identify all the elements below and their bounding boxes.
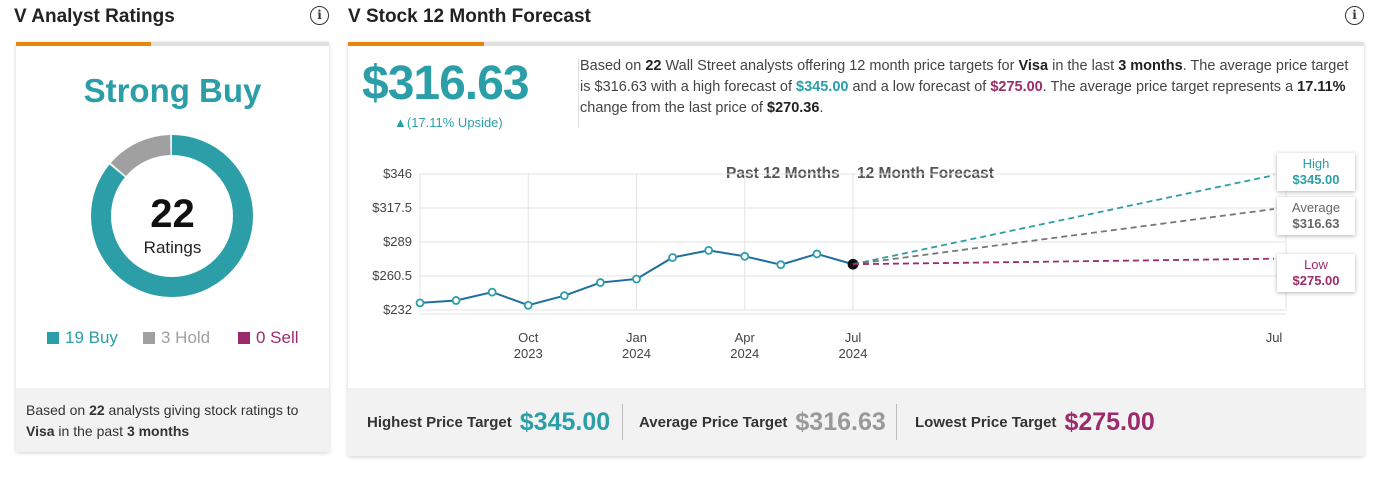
history-point bbox=[704, 245, 714, 255]
forecast-line-average bbox=[852, 208, 1275, 266]
stat-divider bbox=[896, 404, 897, 440]
info-icon[interactable]: i bbox=[1345, 6, 1364, 25]
donut-segment-buy bbox=[91, 135, 253, 297]
divider bbox=[578, 58, 579, 128]
highest-target-value: $345.00 bbox=[519, 407, 611, 436]
x-tick-year: 2023 bbox=[514, 346, 543, 361]
average-price-target: $316.63 bbox=[362, 57, 530, 110]
forecast-summary: Based on 22 Wall Street analysts offerin… bbox=[580, 58, 1349, 116]
card-accent bbox=[16, 42, 151, 46]
consensus-rating: Strong Buy bbox=[83, 72, 262, 109]
forecast-line-low bbox=[852, 257, 1275, 266]
footnote-company: Visa bbox=[26, 423, 55, 439]
footnote-text: analysts giving stock ratings to bbox=[104, 402, 299, 418]
lowest-target: Lowest Price Target $275.00 bbox=[915, 388, 1155, 456]
history-point bbox=[523, 300, 533, 310]
average-target-label: Average Price Target bbox=[639, 413, 788, 431]
low-callout-value: $275.00 bbox=[1292, 273, 1340, 288]
card-accent bbox=[348, 42, 484, 46]
history-point bbox=[740, 251, 750, 261]
history-point bbox=[776, 260, 786, 270]
analyst-ratings-card: Strong Buy 22 Ratings 19 Buy 3 Hold 0 Se… bbox=[16, 42, 329, 452]
low-callout: Low $275.00 bbox=[1277, 254, 1355, 292]
history-point bbox=[632, 274, 641, 284]
high-callout: High $345.00 bbox=[1277, 153, 1355, 191]
average-callout: Average $316.63 bbox=[1277, 197, 1355, 235]
high-callout-title: High bbox=[1302, 156, 1330, 171]
legend-sell-label: 0 Sell bbox=[256, 328, 299, 347]
average-target-value: $316.63 bbox=[795, 407, 886, 436]
ratings-footnote: Based on 22 analysts giving stock rating… bbox=[16, 388, 329, 452]
low-callout-title: Low bbox=[1304, 257, 1328, 272]
average-callout-value: $316.63 bbox=[1292, 216, 1340, 231]
sell-swatch bbox=[238, 332, 250, 344]
buy-swatch bbox=[47, 332, 59, 344]
ratings-donut bbox=[91, 135, 253, 297]
x-tick-month: Oct bbox=[518, 330, 539, 345]
forecast-card: $316.63 ▲(17.11% Upside) Based on 22 Wal… bbox=[348, 42, 1364, 456]
legend-sell: 0 Sell bbox=[238, 328, 299, 348]
history-point bbox=[451, 296, 461, 305]
legend-buy: 19 Buy bbox=[47, 328, 118, 348]
footnote-period: 3 months bbox=[126, 423, 190, 439]
analyst-ratings-title: V Analyst Ratings bbox=[14, 6, 175, 27]
legend-buy-label: 19 Buy bbox=[65, 328, 118, 347]
x-tick-year: 2024 bbox=[839, 346, 868, 361]
high-callout-value: $345.00 bbox=[1292, 172, 1340, 187]
history-point bbox=[812, 249, 822, 259]
history-point bbox=[668, 253, 677, 262]
x-tick-month: Jul bbox=[845, 330, 862, 345]
stat-divider bbox=[622, 404, 623, 440]
card-top-bar bbox=[348, 42, 1364, 46]
history-point bbox=[415, 298, 425, 308]
y-tick-label: $289 bbox=[383, 234, 412, 249]
hold-swatch bbox=[143, 332, 155, 344]
legend-hold: 3 Hold bbox=[143, 328, 210, 348]
x-tick-month: Jan bbox=[626, 330, 647, 345]
card-top-bar bbox=[16, 42, 329, 46]
history-point bbox=[559, 291, 569, 301]
x-tick-year: 2024 bbox=[622, 346, 651, 361]
lowest-target-value: $275.00 bbox=[1064, 407, 1155, 436]
footnote-text: Based on bbox=[26, 402, 90, 418]
y-tick-label: $346 bbox=[383, 166, 412, 181]
ratings-count: 22 bbox=[150, 192, 195, 236]
footnote-text: in the past bbox=[54, 423, 127, 439]
history-point bbox=[487, 287, 497, 297]
y-tick-label: $317.5 bbox=[372, 200, 412, 215]
x-tick-month: Apr bbox=[735, 330, 756, 345]
lowest-target-label: Lowest Price Target bbox=[915, 413, 1057, 431]
forecast-title: V Stock 12 Month Forecast bbox=[348, 6, 591, 27]
average-callout-title: Average bbox=[1291, 200, 1341, 215]
price-forecast-chart: Past 12 Months 12 Month Forecast$346$317.… bbox=[372, 165, 1287, 361]
legend-hold-label: 3 Hold bbox=[161, 328, 211, 347]
x-tick-month-edge: Jul bbox=[1266, 330, 1283, 345]
price-target-stats: Highest Price Target $345.00 Average Pri… bbox=[348, 388, 1364, 456]
ratings-label: Ratings bbox=[143, 238, 202, 257]
footnote-count: 22 bbox=[89, 402, 105, 418]
highest-target: Highest Price Target $345.00 bbox=[367, 388, 610, 456]
highest-target-label: Highest Price Target bbox=[367, 413, 512, 431]
forecast-line-high bbox=[852, 174, 1275, 266]
average-target: Average Price Target $316.63 bbox=[639, 388, 886, 456]
y-tick-label: $232 bbox=[383, 302, 412, 317]
y-tick-label: $260.5 bbox=[372, 268, 412, 283]
history-point bbox=[596, 278, 605, 287]
upside-label: ▲(17.11% Upside) bbox=[394, 115, 503, 130]
x-tick-year: 2024 bbox=[730, 346, 759, 361]
info-icon[interactable]: i bbox=[310, 6, 329, 25]
